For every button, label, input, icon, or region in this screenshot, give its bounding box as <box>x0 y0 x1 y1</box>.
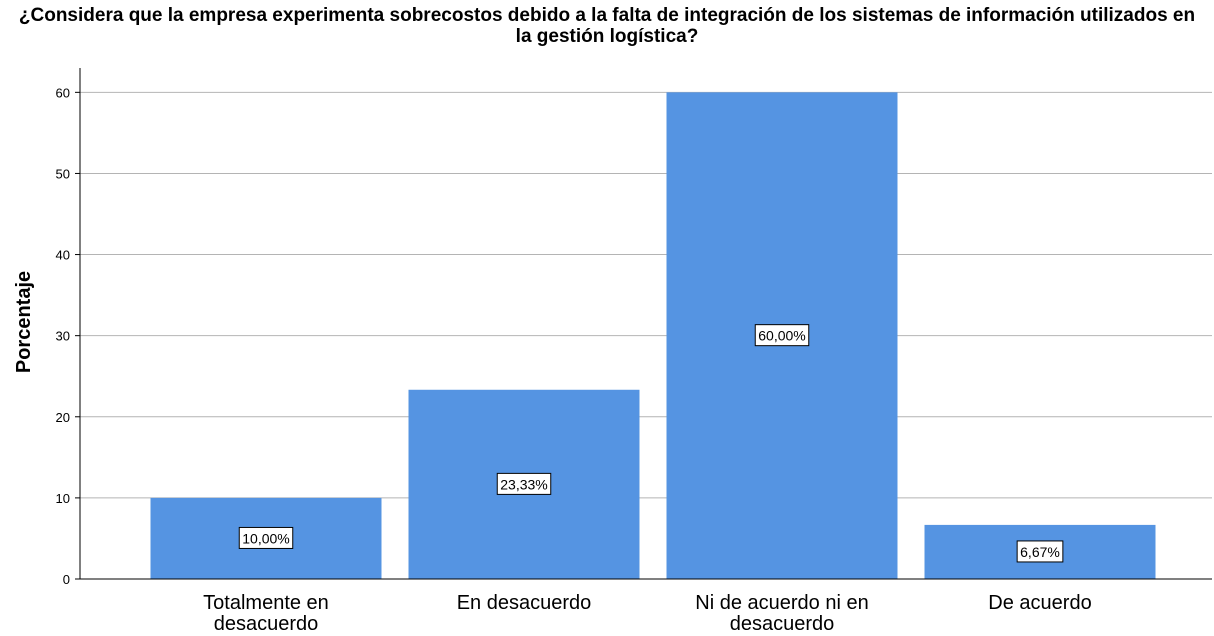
y-tick-label: 10 <box>56 491 70 506</box>
y-tick-label: 50 <box>56 166 70 181</box>
chart-title: ¿Considera que la empresa experimenta so… <box>0 5 1214 47</box>
value-label-box <box>238 526 294 549</box>
value-label-box <box>754 324 810 347</box>
value-label: 10,00% <box>242 530 289 546</box>
y-axis-label: Porcentaje <box>13 271 35 373</box>
y-tick-label: 40 <box>56 248 70 263</box>
title-text: ¿Considera que la empresa experimenta so… <box>18 5 1196 47</box>
x-tick-label: Ni de acuerdo ni en desacuerdo <box>695 592 869 635</box>
y-tick-label: 60 <box>56 85 70 100</box>
value-label: 23,33% <box>500 476 547 492</box>
value-label-box <box>496 472 552 495</box>
y-tick-label: 20 <box>56 410 70 425</box>
value-label-box <box>1016 540 1064 563</box>
value-label: 60,00% <box>758 328 805 344</box>
x-tick-label: De acuerdo <box>988 592 1092 614</box>
x-tick-label: En desacuerdo <box>456 592 592 614</box>
y-tick-label: 30 <box>56 329 70 344</box>
y-tick-label: 0 <box>63 572 70 587</box>
x-tick-label: Totalmente en desacuerdo <box>203 592 329 635</box>
value-label: 6,67% <box>1020 544 1060 560</box>
